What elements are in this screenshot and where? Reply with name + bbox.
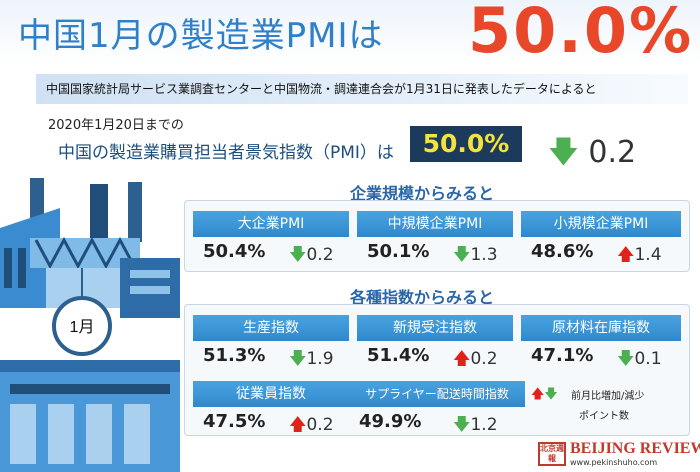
card-delta: 🡇0.2 [289,242,334,271]
card-value: 47.5% [203,411,266,432]
card-value: 49.9% [359,411,422,432]
card-value: 51.3% [203,345,266,366]
logo: 北京週報 BEIJING REVIEW www.pekinshuho.com [538,440,700,468]
logo-url: www.pekinshuho.com [570,458,658,467]
logo-seal: 北京週報 [538,442,566,466]
arrow-down-icon: 🡇 [453,245,471,265]
window [86,404,112,464]
index-card-raw-material: 原材料在庫指数 47.1% 🡇0.1 [521,315,681,375]
card-label: サプライヤー配送時間指数 [349,381,525,407]
window [10,404,36,464]
roof [0,360,180,372]
index-panel: 生産指数 51.3% 🡇1.9 新規受注指数 51.4% 🡅0.2 原材料在庫指… [184,304,690,436]
arrow-down-icon: 🡇 [289,349,307,369]
card-label: 大企業PMI [193,211,349,237]
pmi-value: 50.0% [410,126,522,162]
window [124,404,150,464]
index-card-production: 生産指数 51.3% 🡇1.9 [193,315,349,375]
pmi-label: 中国の製造業購買担当者景気指数（PMI）は [58,143,394,163]
arrow-up-icon: 🡅 [289,415,307,435]
arrow-up-icon: 🡅 [531,387,545,402]
legend-text: 前月比増加/減少 [571,391,645,402]
index-section-title: 各種指数からみると [350,288,495,307]
pmi-change-value: 0.2 [588,135,637,170]
window [130,286,170,294]
card-value: 48.6% [531,241,594,262]
card-delta-value: 0.2 [470,349,498,369]
arrow-down-icon: 🡇 [617,349,635,369]
size-card-small: 小規模企業PMI 48.6% 🡅1.4 [521,211,681,271]
rail [10,384,170,394]
logo-name: BEIJING REVIEW [570,440,700,457]
index-card-supplier-delivery: サプライヤー配送時間指数 49.9% 🡇1.2 [349,381,525,435]
truss [34,236,136,270]
page-title: 中国1月の製造業PMIは [18,16,384,56]
badge-circle [52,296,112,356]
arrow-up-icon: 🡅 [617,245,635,265]
card-delta: 🡇0.1 [617,346,662,375]
chimney [128,182,142,242]
card-delta-value: 1.4 [634,245,662,265]
window [4,248,12,288]
size-card-large: 大企業PMI 50.4% 🡇0.2 [193,211,349,271]
card-delta-value: 1.9 [306,349,334,369]
legend-arrows: 🡅🡇 [531,385,558,407]
date-line: 2020年1月20日までの [48,118,184,133]
card-label: 原材料在庫指数 [521,315,681,341]
card-delta: 🡇1.2 [453,412,498,441]
card-label: 小規模企業PMI [521,211,681,237]
card-delta-value: 1.3 [470,245,498,265]
source-note: 中国国家統計局サービス業調査センターと中国物流・調達連合会が1月31日に発表した… [36,74,688,104]
card-value: 51.4% [367,345,430,366]
pmi-change: 🡇 0.2 [548,130,636,181]
badge-label: 1月 [70,319,95,336]
window [130,270,170,278]
arrow-down-icon: 🡇 [544,387,558,402]
size-section-title: 企業規模からみると [350,184,495,203]
card-delta: 🡅0.2 [289,412,334,441]
card-delta: 🡅1.4 [617,242,662,271]
card-label: 生産指数 [193,315,349,341]
card-delta-value: 1.2 [470,415,498,435]
header: 中国1月の製造業PMIは 50.0% [0,0,700,67]
arrow-down-icon: 🡇 [453,415,471,435]
headline-value: 50.0% [468,0,694,67]
card-value: 50.1% [367,241,430,262]
card-delta: 🡇1.9 [289,346,334,375]
arrow-down-icon: 🡇 [548,135,579,170]
window [48,404,74,464]
card-delta: 🡇1.3 [453,242,498,271]
size-card-medium: 中規模企業PMI 50.1% 🡇1.3 [357,211,513,271]
card-delta-value: 0.2 [306,245,334,265]
index-card-employment: 従業員指数 47.5% 🡅0.2 [193,381,349,435]
card-delta: 🡅0.2 [453,346,498,375]
card-value: 50.4% [203,241,266,262]
card-value: 47.1% [531,345,594,366]
legend-text: ポイント数 [579,411,629,422]
card-label: 新規受注指数 [357,315,513,341]
card-delta-value: 0.1 [634,349,662,369]
index-card-new-orders: 新規受注指数 51.4% 🡅0.2 [357,315,513,375]
arrow-up-icon: 🡅 [453,349,471,369]
card-label: 中規模企業PMI [357,211,513,237]
arrow-down-icon: 🡇 [289,245,307,265]
factory-illustration: 1月 [0,178,180,472]
chimney [90,184,108,254]
card-label: 従業員指数 [193,381,349,407]
size-panel: 大企業PMI 50.4% 🡇0.2 中規模企業PMI 50.1% 🡇1.3 小規… [184,200,690,272]
window [18,248,26,288]
card-delta-value: 0.2 [306,415,334,435]
